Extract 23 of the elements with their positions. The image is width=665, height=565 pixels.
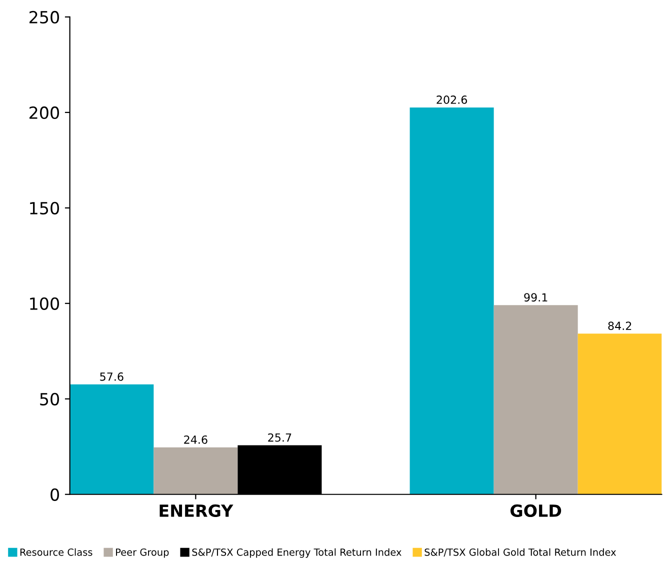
bar [154,447,238,494]
data-label: 24.6 [184,435,208,444]
legend-label: Resource Class [20,548,92,556]
y-tick-label: 50 [40,392,59,406]
bar [410,107,494,494]
y-tick-label: 200 [30,106,59,120]
data-label: 25.7 [268,433,292,442]
x-tick-label: GOLD [510,504,562,517]
bar [494,305,578,494]
legend-label: Peer Group [116,548,169,558]
data-label: 202.6 [436,96,468,104]
y-tick-label: 250 [30,10,59,24]
y-tick-label: 150 [30,202,59,214]
legend-label: S&P/TSX Global Gold Total Return Index [424,548,616,557]
legend-label: S&P/TSX Capped Energy Total Return Index [192,548,402,558]
data-label: 57.6 [100,372,124,381]
data-label: 99.1 [524,293,548,302]
bar [578,334,662,494]
x-tick-label: ENERGY [160,504,234,517]
data-label: 84.2 [608,322,632,330]
y-tick-label: 0 [50,488,59,501]
y-tick-label: 100 [30,297,59,310]
bar [70,384,154,494]
